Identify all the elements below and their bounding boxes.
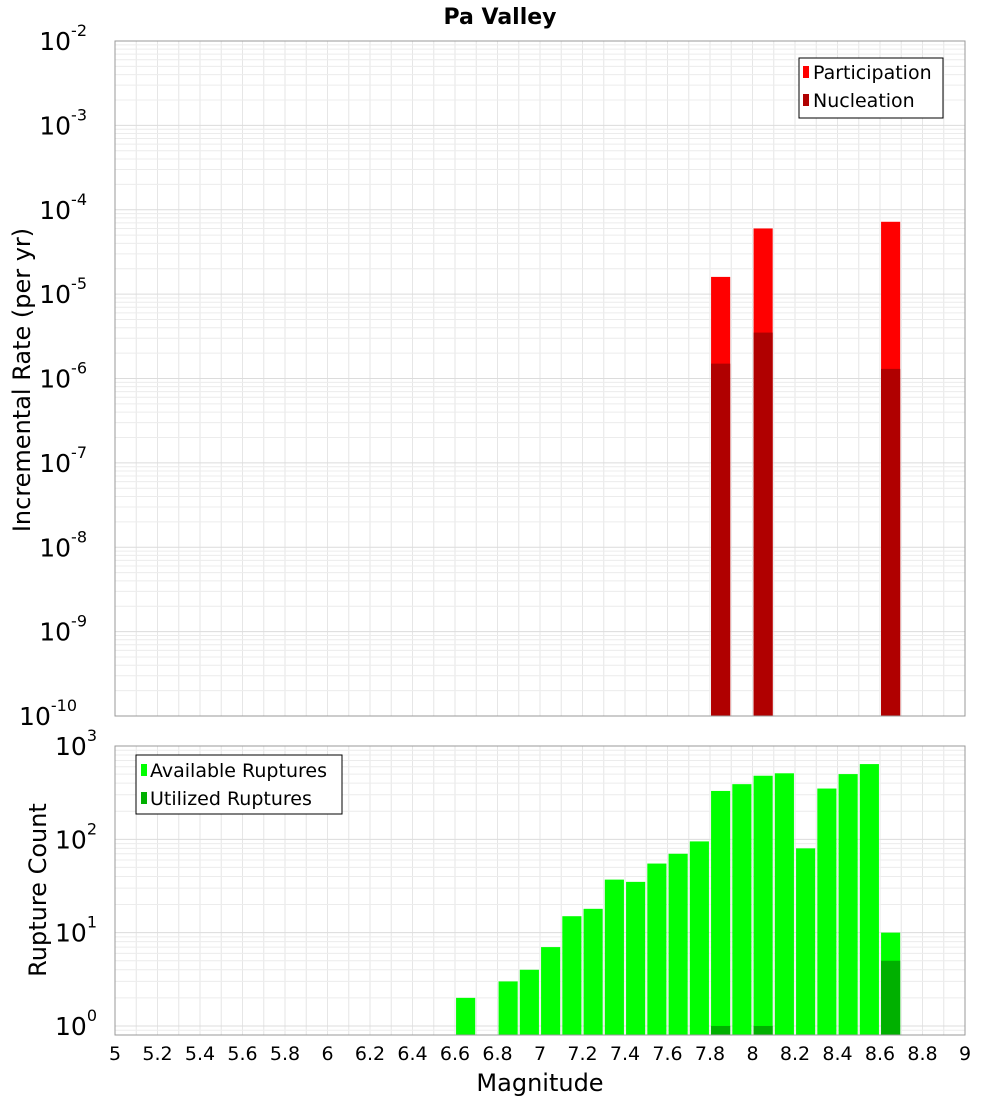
top-y-tick-label: 10-2 <box>39 21 87 56</box>
bar-available-ruptures <box>456 997 476 1035</box>
bar-available-ruptures <box>604 879 624 1035</box>
bar-nucleation <box>711 363 731 716</box>
bottom-y-tick-label: 103 <box>55 726 97 761</box>
bar-nucleation <box>753 332 773 716</box>
top-y-tick-label: 10-5 <box>39 274 87 309</box>
x-tick-label: 7.8 <box>695 1043 725 1065</box>
x-tick-label: 7 <box>534 1043 546 1065</box>
bar-available-ruptures <box>647 863 667 1035</box>
legend-label-available-ruptures: Available Ruptures <box>150 760 327 782</box>
bar-available-ruptures <box>817 788 837 1035</box>
bottom-panel: 100 101 102 103 5 5.2 5.4 5.6 5.8 6 6.2 6.4 6.6 6.8 7… <box>24 726 971 1097</box>
legend-swatch-participation <box>803 66 809 78</box>
x-tick-label: 5.2 <box>142 1043 172 1065</box>
x-tick-label: 7.4 <box>610 1043 640 1065</box>
bottom-legend-box <box>135 754 343 815</box>
x-axis-label: Magnitude <box>476 1069 603 1097</box>
x-tick-label: 5.6 <box>227 1043 257 1065</box>
x-tick-label: 7.2 <box>567 1043 597 1065</box>
bottom-bars <box>456 764 901 1035</box>
legend-label-nucleation: Nucleation <box>813 90 915 112</box>
chart-title: Pa Valley <box>443 5 556 30</box>
top-panel: 10-10 10-9 10-8 10-7 10-6 10-5 10-4 10-3 10-2 In… <box>8 21 966 731</box>
bar-available-ruptures <box>859 764 879 1035</box>
bar-available-ruptures <box>583 908 603 1035</box>
top-y-tick-label: 10-4 <box>39 190 87 225</box>
x-tick-label: 8.4 <box>822 1043 852 1065</box>
top-y-tick-label: 10-3 <box>39 105 87 140</box>
legend-swatch-utilized-ruptures <box>141 792 147 804</box>
bar-available-ruptures <box>732 784 752 1035</box>
bar-utilized-ruptures <box>881 960 901 1035</box>
x-tick-label: 7.6 <box>652 1043 682 1065</box>
x-tick-label: 6.8 <box>482 1043 512 1065</box>
bar-available-ruptures <box>796 848 816 1035</box>
x-tick-labels: 5 5.2 5.4 5.6 5.8 6 6.2 6.4 6.6 6.8 7 7.2 7.4 7.6 7.8 8… <box>109 1043 971 1065</box>
bottom-y-tick-label: 100 <box>55 1006 97 1041</box>
top-y-tick-label: 10-7 <box>39 443 87 478</box>
legend-swatch-nucleation <box>803 94 809 106</box>
top-y-tick-label: 10-6 <box>39 359 87 394</box>
top-y-tick-label: 10-9 <box>39 612 87 647</box>
bar-available-ruptures <box>753 775 773 1035</box>
bar-available-ruptures <box>668 853 688 1035</box>
bottom-y-tick-label: 102 <box>55 819 97 854</box>
x-tick-label: 5 <box>109 1043 121 1065</box>
x-tick-label: 5.4 <box>185 1043 215 1065</box>
top-legend: Participation Nucleation <box>798 57 944 119</box>
x-tick-label: 6.4 <box>397 1043 427 1065</box>
bar-available-ruptures <box>519 969 539 1035</box>
x-tick-label: 8.6 <box>865 1043 895 1065</box>
bar-available-ruptures <box>838 774 858 1035</box>
bar-available-ruptures <box>626 881 646 1035</box>
bottom-y-tick-label: 101 <box>55 913 97 948</box>
legend-label-utilized-ruptures: Utilized Ruptures <box>150 788 312 810</box>
top-y-tick-label: 10-8 <box>39 527 87 562</box>
x-tick-label: 6.6 <box>440 1043 470 1065</box>
x-tick-label: 8.8 <box>907 1043 937 1065</box>
top-y-tick-label: 10-10 <box>19 696 77 731</box>
x-tick-label: 6.2 <box>355 1043 385 1065</box>
bar-available-ruptures <box>689 841 709 1035</box>
bar-available-ruptures <box>562 916 582 1035</box>
x-tick-label: 9 <box>959 1043 971 1065</box>
top-y-tick-labels: 10-10 10-9 10-8 10-7 10-6 10-5 10-4 10-3 10-2 <box>19 21 87 731</box>
x-tick-label: 5.8 <box>270 1043 300 1065</box>
bar-available-ruptures <box>541 947 561 1035</box>
top-legend-box <box>798 57 944 119</box>
top-plot-frame <box>114 40 966 717</box>
top-grid <box>114 40 966 717</box>
bar-utilized-ruptures <box>753 1025 773 1035</box>
x-tick-label: 8 <box>746 1043 758 1065</box>
legend-label-participation: Participation <box>813 62 932 84</box>
bar-available-ruptures <box>498 981 518 1035</box>
legend-swatch-available-ruptures <box>141 764 147 776</box>
top-bars <box>711 221 901 716</box>
bottom-y-tick-labels: 100 101 102 103 <box>55 726 97 1041</box>
bottom-y-axis-label: Rupture Count <box>24 803 52 977</box>
bottom-legend: Available Ruptures Utilized Ruptures <box>135 754 343 815</box>
bottom-plot-frame <box>114 745 966 1036</box>
bar-utilized-ruptures <box>711 1025 731 1035</box>
x-tick-label: 6 <box>321 1043 333 1065</box>
bar-nucleation <box>881 368 901 716</box>
bar-available-ruptures <box>774 773 794 1035</box>
bar-available-ruptures <box>711 790 731 1035</box>
x-tick-label: 8.2 <box>780 1043 810 1065</box>
top-y-axis-label: Incremental Rate (per yr) <box>8 228 36 532</box>
